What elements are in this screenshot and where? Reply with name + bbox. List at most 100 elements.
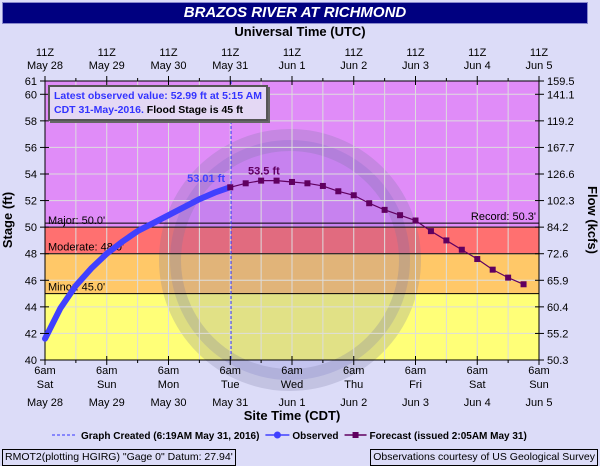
forecast-crest-label: 53.5 ft <box>248 166 280 178</box>
footer-gage-info: RMOT2(plotting HGIRG) "Gage 0" Datum: 27… <box>2 449 236 466</box>
y2-axis-title: Flow (kcfs) <box>585 186 600 254</box>
top-tick-date: Jun 3 <box>402 60 429 72</box>
top-tick-label: 11Z <box>98 47 116 59</box>
forecast-point <box>428 228 434 234</box>
top-tick-label: 11Z <box>36 47 54 59</box>
y-axis-title: Stage (ft) <box>0 192 15 248</box>
bottom-tick-day: Wed <box>281 379 303 391</box>
bottom-tick-date: Jun 1 <box>279 397 306 409</box>
bottom-tick-date: May 30 <box>150 397 186 409</box>
forecast-point <box>335 188 341 194</box>
threshold-label-record: Record: 50.3' <box>471 211 536 223</box>
x-axis-title: Site Time (CDT) <box>244 408 341 423</box>
bottom-tick-time: 6am <box>281 365 302 377</box>
bottom-tick-time: 6am <box>467 365 488 377</box>
top-tick-label: 11Z <box>283 47 301 59</box>
bottom-tick-day: Sat <box>37 379 54 391</box>
bottom-tick-day: Tue <box>221 379 240 391</box>
info-line2a: CDT 31-May-2016. <box>54 104 144 116</box>
threshold-label-major: Major: 50.0' <box>48 215 105 227</box>
footer-credit: Observations courtesy of US Geological S… <box>370 449 598 466</box>
forecast-point <box>459 247 465 253</box>
bottom-tick-time: 6am <box>96 365 117 377</box>
y-tick-label: 50 <box>25 222 37 234</box>
bottom-tick-date: Jun 3 <box>402 397 429 409</box>
legend-forecast-icon <box>353 432 359 438</box>
info-line1: Latest observed value: 52.99 ft at 5:15 … <box>54 89 262 103</box>
bottom-tick-date: Jun 5 <box>526 397 553 409</box>
y2-tick-label: 102.3 <box>547 196 575 208</box>
bottom-tick-day: Mon <box>158 379 179 391</box>
top-tick-label: 11Z <box>345 47 363 59</box>
y2-tick-label: 126.6 <box>547 169 575 181</box>
y-tick-label: 44 <box>25 302 37 314</box>
forecast-point <box>474 256 480 262</box>
forecast-point <box>304 180 310 186</box>
y-tick-label: 58 <box>25 116 37 128</box>
top-axis-title: Universal Time (UTC) <box>234 24 365 39</box>
y-tick-label: 61 <box>25 76 37 88</box>
y2-tick-label: 119.2 <box>547 116 574 128</box>
forecast-point <box>521 281 527 287</box>
forecast-point <box>443 237 449 243</box>
top-tick-label: 11Z <box>159 47 177 59</box>
y-tick-label: 40 <box>25 355 37 367</box>
bottom-tick-date: Jun 4 <box>464 397 491 409</box>
forecast-point <box>490 267 496 273</box>
bottom-tick-time: 6am <box>34 365 55 377</box>
legend-graph-created: Graph Created (6:19AM May 31, 2016) <box>81 431 259 442</box>
bottom-tick-time: 6am <box>220 365 241 377</box>
top-tick-date: May 31 <box>212 60 248 72</box>
bottom-tick-time: 6am <box>343 365 364 377</box>
top-tick-date: Jun 2 <box>340 60 367 72</box>
forecast-point <box>382 207 388 213</box>
y2-tick-label: 84.2 <box>547 222 568 234</box>
y-tick-label: 48 <box>25 249 37 261</box>
top-tick-label: 11Z <box>221 47 239 59</box>
forecast-point <box>274 178 280 184</box>
top-tick-label: 11Z <box>468 47 486 59</box>
bottom-tick-day: Thu <box>344 379 363 391</box>
y-tick-label: 60 <box>25 89 37 101</box>
bottom-tick-day: Sun <box>97 379 117 391</box>
forecast-point <box>505 275 511 281</box>
y2-tick-label: 167.7 <box>547 142 575 154</box>
forecast-point <box>366 200 372 206</box>
top-tick-date: Jun 1 <box>279 60 306 72</box>
latest-observation-box: Latest observed value: 52.99 ft at 5:15 … <box>48 85 268 121</box>
y2-tick-label: 50.3 <box>547 355 568 367</box>
forecast-point <box>397 212 403 218</box>
legend-observed: Observed <box>292 431 338 442</box>
forecast-point <box>351 192 357 198</box>
bottom-tick-day: Sat <box>469 379 486 391</box>
y2-tick-label: 159.5 <box>547 76 575 88</box>
forecast-point <box>413 218 419 224</box>
y-tick-label: 52 <box>25 196 37 208</box>
forecast-point <box>289 179 295 185</box>
bottom-tick-date: Jun 2 <box>340 397 367 409</box>
legend-observed-icon <box>274 432 281 439</box>
forecast-point <box>320 183 326 189</box>
top-tick-date: Jun 5 <box>526 60 553 72</box>
bottom-tick-date: May 29 <box>89 397 125 409</box>
top-tick-date: May 28 <box>27 60 63 72</box>
y2-tick-label: 65.9 <box>547 275 568 287</box>
y-tick-label: 46 <box>25 275 37 287</box>
y-tick-label: 54 <box>25 169 37 181</box>
bottom-tick-day: Fri <box>409 379 422 391</box>
top-tick-date: Jun 4 <box>464 60 491 72</box>
y-tick-label: 42 <box>25 328 37 340</box>
forecast-point <box>258 178 264 184</box>
bottom-tick-day: Sun <box>529 379 549 391</box>
forecast-point <box>227 184 233 190</box>
y-tick-label: 56 <box>25 142 37 154</box>
bottom-tick-date: May 28 <box>27 397 63 409</box>
top-tick-date: May 30 <box>150 60 186 72</box>
legend-forecast: Forecast (issued 2:05AM May 31) <box>370 431 527 442</box>
forecast-point <box>243 180 249 186</box>
bottom-tick-date: May 31 <box>212 397 248 409</box>
top-tick-date: May 29 <box>89 60 125 72</box>
top-tick-label: 11Z <box>406 47 424 59</box>
y2-tick-label: 141.1 <box>547 89 575 101</box>
